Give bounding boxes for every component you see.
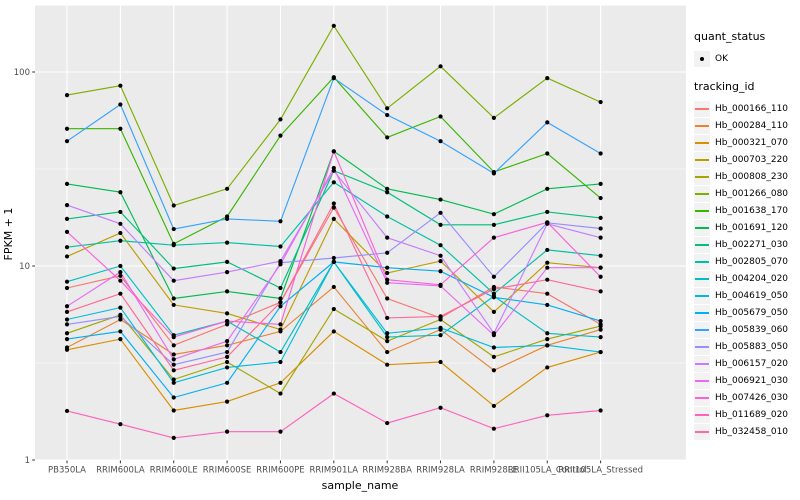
legend-item-label: Hb_006921_030 (715, 375, 789, 386)
svg-text:RRIM600LE: RRIM600LE (150, 466, 198, 476)
legend-key-line-icon (694, 117, 710, 134)
quant-status-legend: quant_status OK (694, 30, 798, 67)
legend-item-label: Hb_011689_020 (715, 409, 789, 420)
legend: quant_status OK tracking_id Hb_000166_11… (694, 30, 798, 453)
tracking-id-legend: tracking_id Hb_000166_110 Hb_000284_110 Hb… (694, 80, 798, 440)
svg-text:RRII105LA_Stressed: RRII105LA_Stressed (558, 466, 643, 476)
y-axis-title: FPKM + 1 (2, 208, 15, 261)
data-points (64, 23, 603, 440)
legend-item-tracking-id: Hb_002271_030 (694, 236, 798, 253)
legend-key-line-icon (694, 168, 710, 185)
quant-status-legend-title: quant_status (694, 30, 766, 43)
axes: 1 10 100 PB350LA RRIM600LA RRIM600LE RRIM600SE… (14, 68, 643, 476)
svg-text:RRIM600PE: RRIM600PE (256, 466, 304, 476)
x-axis-title: sample_name (322, 479, 399, 492)
legend-key-point-icon (694, 50, 710, 67)
svg-text:RRIM901LA: RRIM901LA (310, 466, 359, 476)
legend-key-line-icon (694, 287, 710, 304)
legend-item-tracking-id: Hb_000166_110 (694, 100, 798, 117)
legend-item-tracking-id: Hb_004204_020 (694, 270, 798, 287)
legend-item-label: Hb_002805_070 (715, 256, 789, 267)
svg-text:100: 100 (14, 68, 30, 78)
legend-item-tracking-id: Hb_001266_080 (694, 185, 798, 202)
legend-item-tracking-id: Hb_000808_230 (694, 168, 798, 185)
svg-text:RRIM600LA: RRIM600LA (96, 466, 145, 476)
legend-item-label: Hb_000808_230 (715, 171, 789, 182)
legend-key-line-icon (694, 253, 710, 270)
legend-item-label: Hb_000703_220 (715, 154, 789, 165)
legend-item-tracking-id: Hb_005839_060 (694, 321, 798, 338)
legend-item-tracking-id: Hb_005679_050 (694, 304, 798, 321)
legend-item-label: Hb_001266_080 (715, 188, 789, 199)
legend-item-label: Hb_000166_110 (715, 103, 789, 114)
legend-item-tracking-id: Hb_000284_110 (694, 117, 798, 134)
svg-text:RRIM928LA: RRIM928LA (416, 466, 465, 476)
legend-key-line-icon (694, 372, 710, 389)
tracking-id-legend-title: tracking_id (694, 80, 755, 93)
legend-key-line-icon (694, 100, 710, 117)
legend-item-label: Hb_000321_070 (715, 137, 789, 148)
legend-item-label: Hb_032458_010 (715, 426, 789, 437)
svg-text:RRIM928LE: RRIM928LE (470, 466, 518, 476)
legend-key-line-icon (694, 406, 710, 423)
legend-item-label: Hb_005839_060 (715, 324, 789, 335)
legend-key-line-icon (694, 202, 710, 219)
legend-item-label: Hb_001691_120 (715, 222, 789, 233)
svg-text:10: 10 (19, 262, 30, 272)
legend-item-label: OK (715, 53, 728, 64)
svg-text:RRIM928BA: RRIM928BA (362, 466, 412, 476)
svg-text:RRIM600SE: RRIM600SE (203, 466, 252, 476)
svg-text:PB350LA: PB350LA (48, 466, 86, 476)
legend-key-line-icon (694, 270, 710, 287)
legend-key-line-icon (694, 338, 710, 355)
legend-key-line-icon (694, 219, 710, 236)
svg-text:RRII105LA_Control: RRII105LA_Control (508, 466, 587, 476)
legend-key-line-icon (694, 151, 710, 168)
legend-key-line-icon (694, 185, 710, 202)
legend-item-tracking-id: Hb_001638_170 (694, 202, 798, 219)
legend-item-tracking-id: Hb_006921_030 (694, 372, 798, 389)
legend-key-line-icon (694, 134, 710, 151)
legend-item-tracking-id: Hb_006157_020 (694, 355, 798, 372)
legend-item-tracking-id: Hb_004619_050 (694, 287, 798, 304)
legend-key-line-icon (694, 236, 710, 253)
legend-item-tracking-id: Hb_007426_030 (694, 389, 798, 406)
legend-item-tracking-id: Hb_000321_070 (694, 134, 798, 151)
legend-item-label: Hb_002271_030 (715, 239, 789, 250)
legend-item-quant-status: OK (694, 50, 798, 67)
svg-text:1: 1 (25, 456, 30, 466)
plot-panel (35, 5, 686, 461)
legend-key-line-icon (694, 355, 710, 372)
legend-key-line-icon (694, 304, 710, 321)
legend-key-line-icon (694, 423, 710, 440)
legend-item-label: Hb_001638_170 (715, 205, 789, 216)
legend-item-tracking-id: Hb_005883_050 (694, 338, 798, 355)
legend-item-label: Hb_006157_020 (715, 358, 789, 369)
legend-item-label: Hb_005679_050 (715, 307, 789, 318)
legend-item-tracking-id: Hb_002805_070 (694, 253, 798, 270)
legend-item-label: Hb_005883_050 (715, 341, 789, 352)
legend-item-label: Hb_000284_110 (715, 120, 789, 131)
legend-key-line-icon (694, 321, 710, 338)
legend-item-label: Hb_007426_030 (715, 392, 789, 403)
legend-item-tracking-id: Hb_011689_020 (694, 406, 798, 423)
legend-item-tracking-id: Hb_032458_010 (694, 423, 798, 440)
legend-item-label: Hb_004204_020 (715, 273, 789, 284)
legend-key-line-icon (694, 389, 710, 406)
legend-item-tracking-id: Hb_000703_220 (694, 151, 798, 168)
legend-item-tracking-id: Hb_001691_120 (694, 219, 798, 236)
legend-item-label: Hb_004619_050 (715, 290, 789, 301)
